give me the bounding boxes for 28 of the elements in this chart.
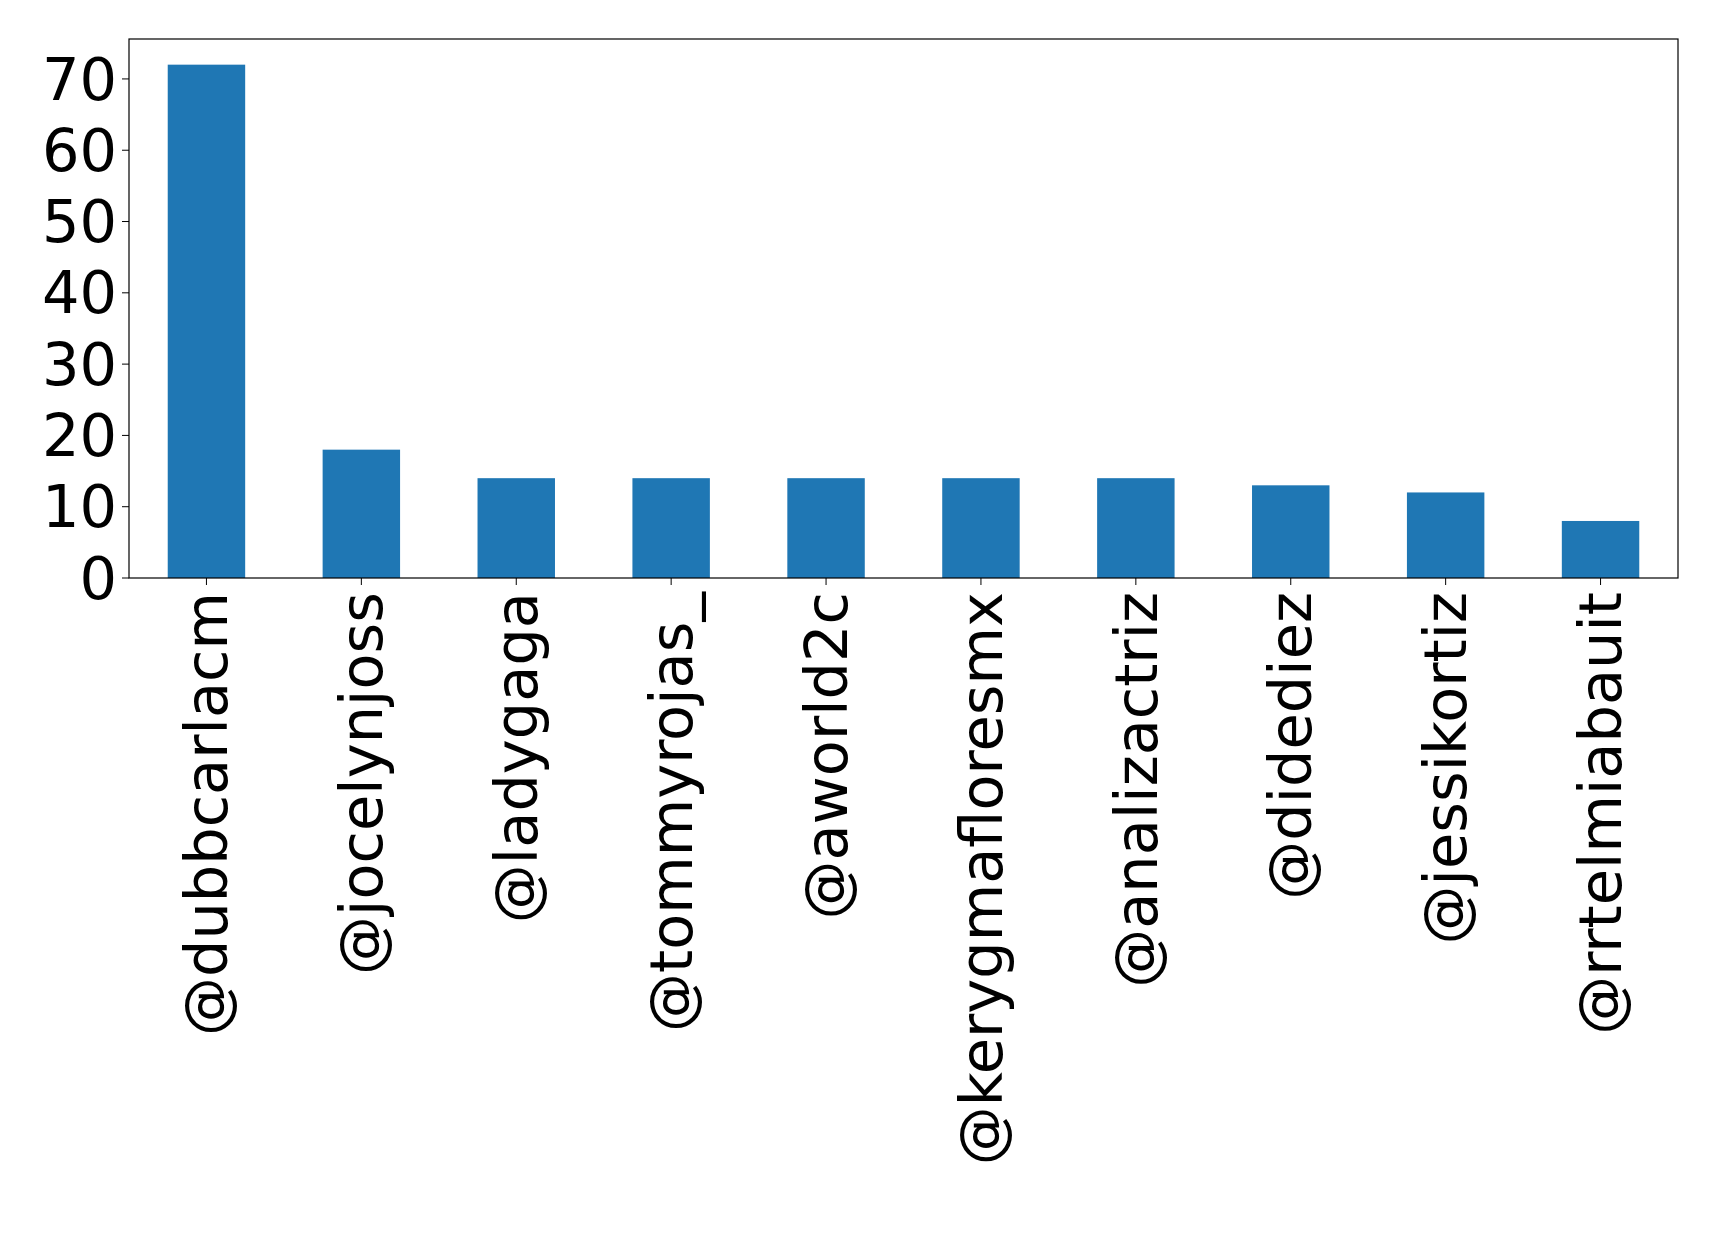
x-tick-label: @rrtelmiabauit [1566,592,1636,1035]
x-tick-label: @jessikortiz [1411,592,1481,945]
bar [167,64,246,578]
y-tick-label: 70 [41,44,117,114]
bar [632,478,710,578]
y-tick-label: 20 [41,401,117,471]
y-tick-label: 30 [41,329,117,399]
bar [477,478,555,578]
bar [1097,478,1175,578]
x-tick-label: @analizactriz [1101,592,1171,988]
x-tick-label: @aworld2c [791,592,861,920]
y-tick-label: 60 [41,115,117,185]
y-tick-label: 0 [79,543,117,613]
bar [1252,485,1330,578]
x-tick-label: @dubbcarlacm [172,592,242,1037]
x-tick-label: @jocelynjoss [327,592,396,975]
y-tick-label: 40 [41,258,117,328]
y-tick-label: 50 [41,187,117,257]
x-tick-label: @kerygmafloresmx [946,592,1016,1166]
bar [1406,492,1485,578]
bar [322,449,401,578]
x-tick-label: @didediez [1256,592,1326,900]
bar [942,478,1020,578]
x-tick-label: @ladygaga [481,592,551,924]
bar [787,478,865,578]
y-tick-label: 10 [41,472,117,542]
x-tick-label: @tommyrojas_ [636,590,706,1032]
bar [1561,520,1640,578]
